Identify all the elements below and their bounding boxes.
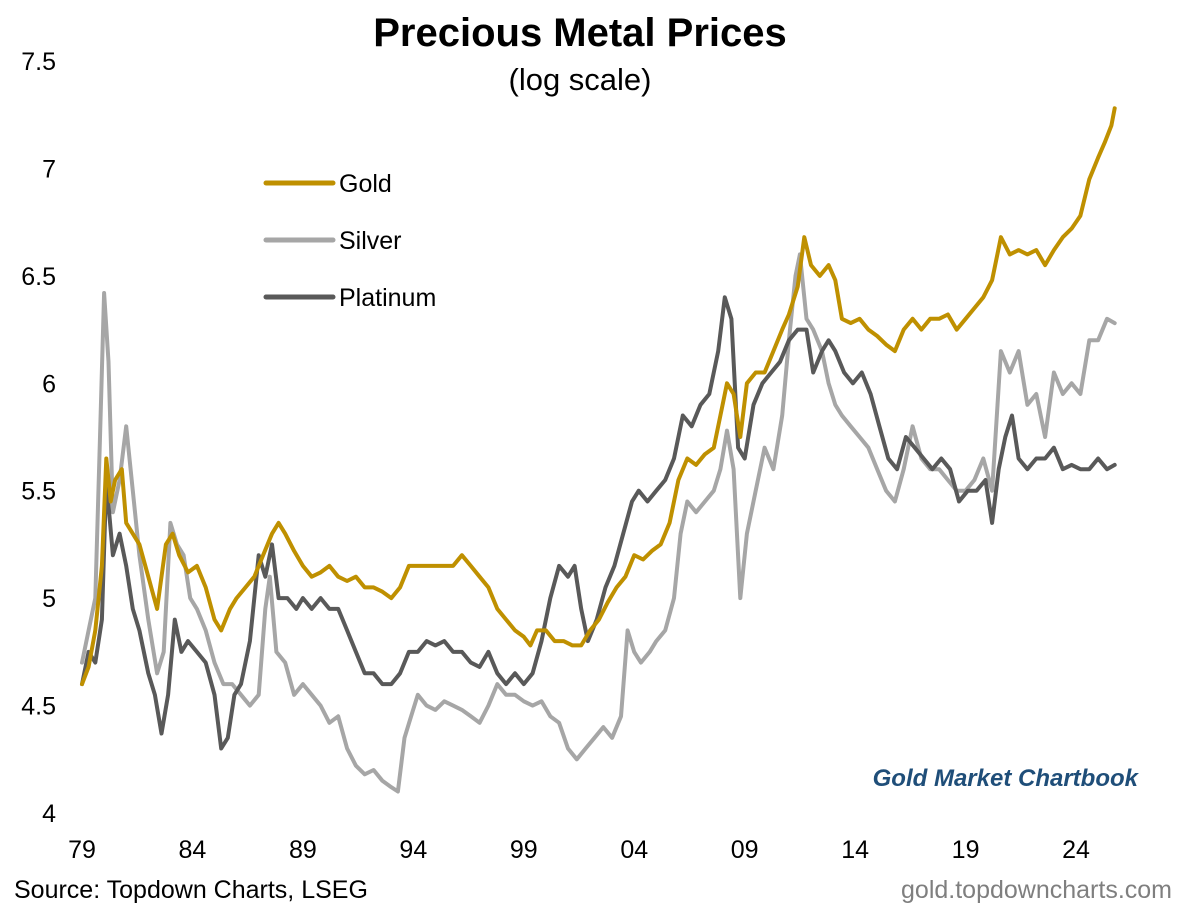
website-link[interactable]: gold.topdowncharts.com [901,876,1172,904]
series-lines [80,106,1117,794]
legend: Gold Silver Platinum [263,170,436,312]
x-tick-label: 94 [399,836,427,864]
chart-subtitle: (log scale) [509,62,652,97]
x-tick-label: 99 [510,836,538,864]
y-tick-label: 4.5 [21,693,56,721]
chartbook-tagline: Gold Market Chartbook [873,765,1140,792]
x-tick-label: 19 [952,836,980,864]
legend-label-silver: Silver [339,227,402,255]
y-tick-label: 4 [42,800,56,828]
y-tick-label: 5.5 [21,478,56,506]
x-tick-label: 84 [179,836,207,864]
x-axis-ticks: 79 84 89 94 99 04 09 14 19 24 [68,836,1090,864]
source-note: Source: Topdown Charts, LSEG [14,876,368,904]
x-tick-label: 89 [289,836,317,864]
x-tick-label: 79 [68,836,96,864]
y-tick-label: 6.5 [21,263,56,291]
series-line-platinum [80,295,1117,751]
x-tick-label: 04 [620,836,648,864]
y-axis-ticks: 4 4.5 5 5.5 6 6.5 7 7.5 [21,48,56,828]
y-tick-label: 6 [42,370,56,398]
series-line-gold [80,106,1117,687]
x-tick-label: 24 [1062,836,1090,864]
legend-label-gold: Gold [339,170,392,198]
x-tick-label: 09 [731,836,759,864]
legend-label-platinum: Platinum [339,284,436,312]
y-tick-label: 7.5 [21,48,56,76]
y-tick-label: 5 [42,585,56,613]
x-tick-label: 14 [841,836,869,864]
series-line-silver [80,252,1117,794]
y-tick-label: 7 [42,155,56,183]
chart-title: Precious Metal Prices [373,11,787,55]
